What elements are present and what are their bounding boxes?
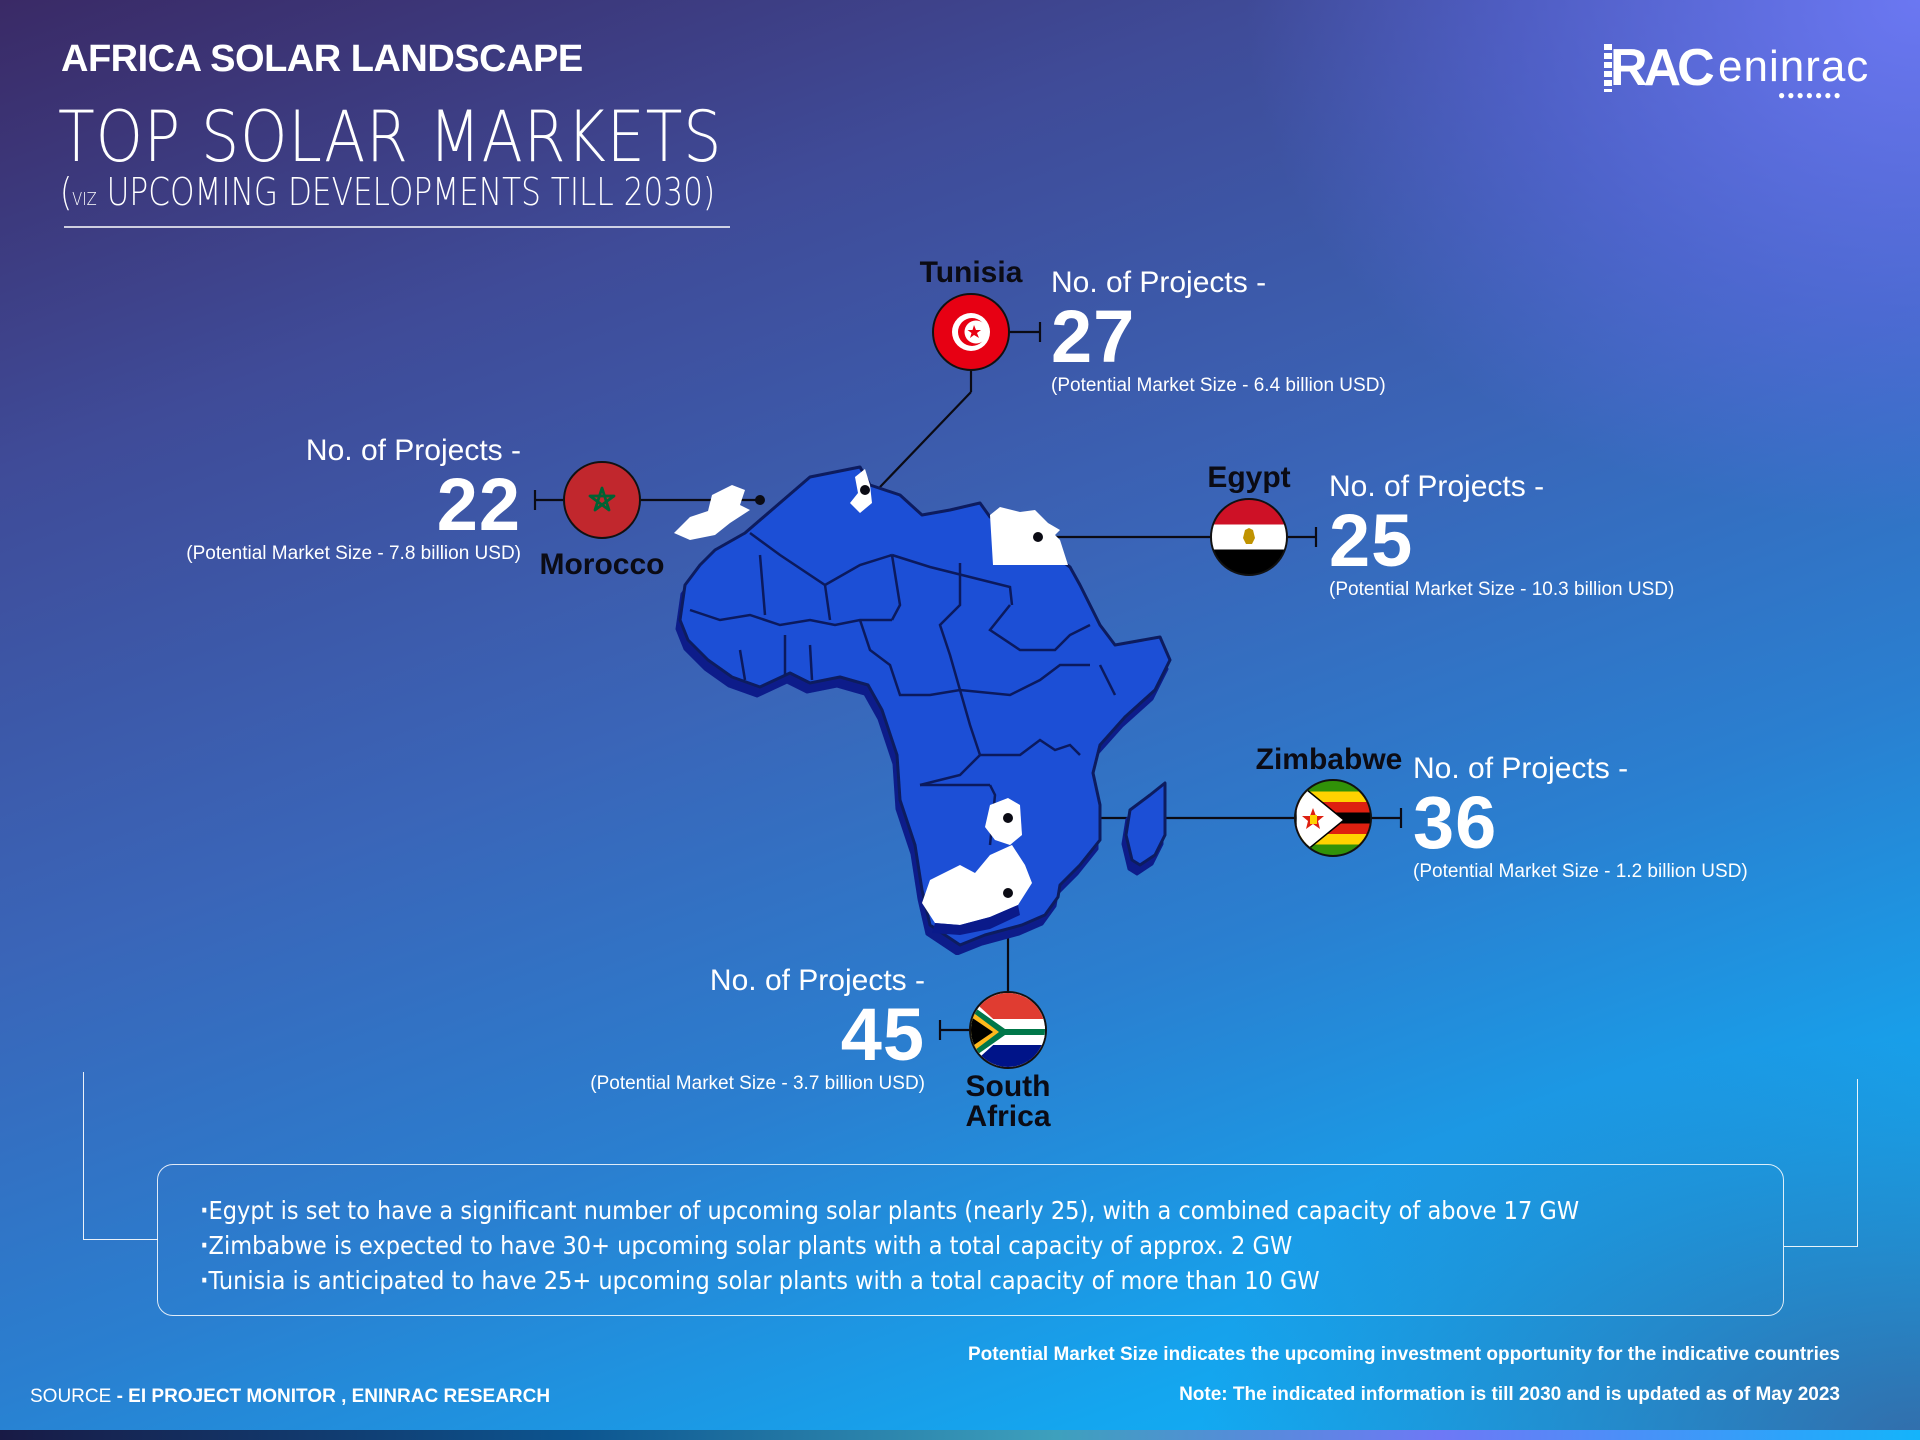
country-label-morocco: Morocco <box>539 548 665 581</box>
stat-egypt: No. of Projects - 25 (Potential Market S… <box>1329 470 1674 602</box>
projects-label: No. of Projects - <box>1329 470 1545 503</box>
market-size: (Potential Market Size - 7.8 billion USD… <box>186 543 521 564</box>
stat-zimbabwe: No. of Projects - 36 (Potential Market S… <box>1413 752 1748 884</box>
projects-count: 36 <box>1413 781 1498 864</box>
eninrac-logo: RAC eninrac ●●●●●●● <box>1604 38 1870 102</box>
highlights-box: Egypt is set to have a significant numbe… <box>157 1164 1784 1316</box>
footnote-date: Note: The indicated information is till … <box>1179 1384 1840 1405</box>
logo-wordmark: eninrac <box>1718 42 1870 91</box>
left-bracket-line <box>83 1072 158 1240</box>
zimbabwe-flag-icon <box>1294 779 1372 857</box>
map-continent <box>678 465 1172 947</box>
page-title: TOP SOLAR MARKETS <box>58 96 723 178</box>
subtitle-open: ( <box>60 170 73 214</box>
section-eyebrow: AFRICA SOLAR LANDSCAPE <box>61 38 583 80</box>
market-size: (Potential Market Size - 10.3 billion US… <box>1329 579 1675 600</box>
source-credit: SOURCE - EI PROJECT MONITOR , ENINRAC RE… <box>30 1386 550 1408</box>
egypt-flag-icon <box>1210 498 1288 576</box>
map-zimbabwe <box>985 798 1022 845</box>
market-size: (Potential Market Size - 1.2 billion USD… <box>1413 861 1748 882</box>
stat-morocco: No. of Projects - 22 (Potential Market S… <box>186 434 521 566</box>
africa-map <box>674 465 1172 947</box>
subtitle-main: UPCOMING DEVELOPMENTS TILL 2030) <box>96 170 716 214</box>
footnote-market-size: Potential Market Size indicates the upco… <box>967 1344 1840 1365</box>
projects-label: No. of Projects - <box>1051 266 1267 299</box>
country-label-line2: Africa <box>965 1100 1051 1133</box>
map-morocco <box>674 485 750 540</box>
highlight-item: Tunisia is anticipated to have 25+ upcom… <box>200 1263 1589 1298</box>
projects-count: 27 <box>1051 295 1136 378</box>
projects-count: 25 <box>1329 499 1414 582</box>
logo-mark: RAC <box>1610 39 1715 97</box>
logo-dots: ●●●●●●● <box>1778 88 1843 102</box>
page-subtitle: (VIZ UPCOMING DEVELOPMENTS TILL 2030) <box>60 170 715 214</box>
projects-count: 22 <box>436 463 521 546</box>
projects-count: 45 <box>840 993 925 1076</box>
stat-tunisia: No. of Projects - 27 (Potential Market S… <box>1051 266 1386 398</box>
source-text: - EI PROJECT MONITOR , ENINRAC RESEARCH <box>111 1386 551 1407</box>
south-africa-flag-icon <box>969 991 1047 1069</box>
subtitle-viz: VIZ <box>72 189 97 210</box>
bottom-accent-strip <box>0 1430 1920 1440</box>
map-madagascar <box>1124 781 1167 867</box>
stat-south-africa: No. of Projects - 45 (Potential Market S… <box>590 964 925 1096</box>
tunisia-flag-icon <box>932 293 1010 371</box>
projects-label: No. of Projects - <box>1413 752 1629 785</box>
highlight-item: Zimbabwe is expected to have 30+ upcomin… <box>200 1228 1589 1263</box>
logo-bars-icon <box>1604 44 1612 92</box>
market-size: (Potential Market Size - 3.7 billion USD… <box>590 1073 925 1094</box>
title-divider <box>64 226 730 228</box>
country-label-line1: South <box>965 1070 1051 1103</box>
source-prefix: SOURCE <box>30 1386 112 1407</box>
map-egypt <box>990 507 1068 565</box>
map-south-africa <box>922 845 1032 925</box>
country-label-zimbabwe: Zimbabwe <box>1255 743 1403 776</box>
market-size: (Potential Market Size - 6.4 billion USD… <box>1051 375 1386 396</box>
country-label-egypt: Egypt <box>1207 461 1291 494</box>
country-label-tunisia: Tunisia <box>919 256 1023 289</box>
highlight-item: Egypt is set to have a significant numbe… <box>200 1193 1589 1228</box>
projects-label: No. of Projects - <box>305 434 521 467</box>
projects-label: No. of Projects - <box>709 964 925 997</box>
morocco-flag-icon <box>563 461 641 539</box>
right-bracket-line <box>1784 1079 1858 1247</box>
highlights-list: Egypt is set to have a significant numbe… <box>200 1193 1743 1298</box>
country-label-south-africa: South Africa <box>965 1072 1050 1132</box>
